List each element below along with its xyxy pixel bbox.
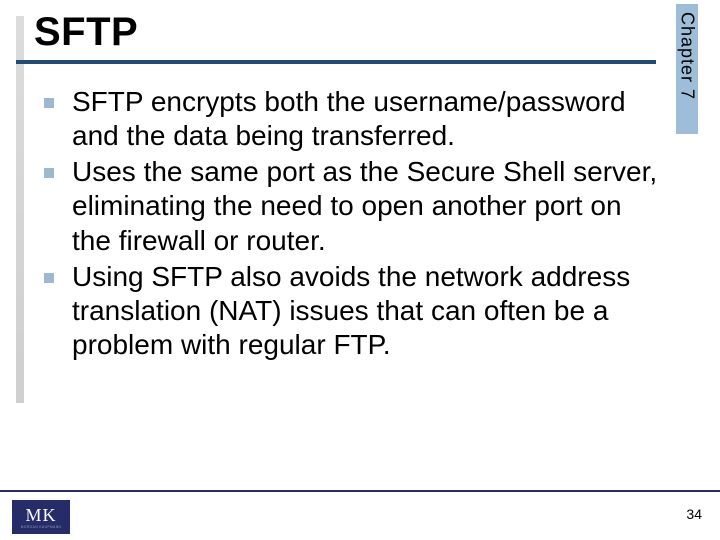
bullet-text: SFTP encrypts both the username/password… [72, 85, 660, 153]
bullet-icon [44, 98, 54, 108]
title-area: SFTP [34, 10, 654, 55]
left-accent-bar [16, 16, 24, 403]
bullet-list: SFTP encrypts both the username/password… [44, 85, 660, 364]
bullet-text: Using SFTP also avoids the network addre… [72, 260, 660, 362]
list-item: SFTP encrypts both the username/password… [44, 85, 660, 153]
chapter-label: Chapter 7 [677, 12, 698, 100]
list-item: Uses the same port as the Secure Shell s… [44, 155, 660, 257]
title-underline [16, 60, 656, 64]
logo-subtext: MORGAN KAUFMANN [21, 525, 62, 529]
slide: SFTP Chapter 7 SFTP encrypts both the us… [0, 0, 720, 540]
bullet-icon [44, 273, 54, 283]
slide-title: SFTP [34, 10, 654, 55]
chapter-tab: Chapter 7 [676, 4, 698, 134]
logo-initials: MK [25, 506, 56, 524]
page-number: 34 [686, 506, 702, 522]
bullet-text: Uses the same port as the Secure Shell s… [72, 155, 660, 257]
bullet-icon [44, 168, 54, 178]
publisher-logo: MK MORGAN KAUFMANN [12, 500, 70, 534]
list-item: Using SFTP also avoids the network addre… [44, 260, 660, 362]
footer-divider [0, 490, 720, 492]
